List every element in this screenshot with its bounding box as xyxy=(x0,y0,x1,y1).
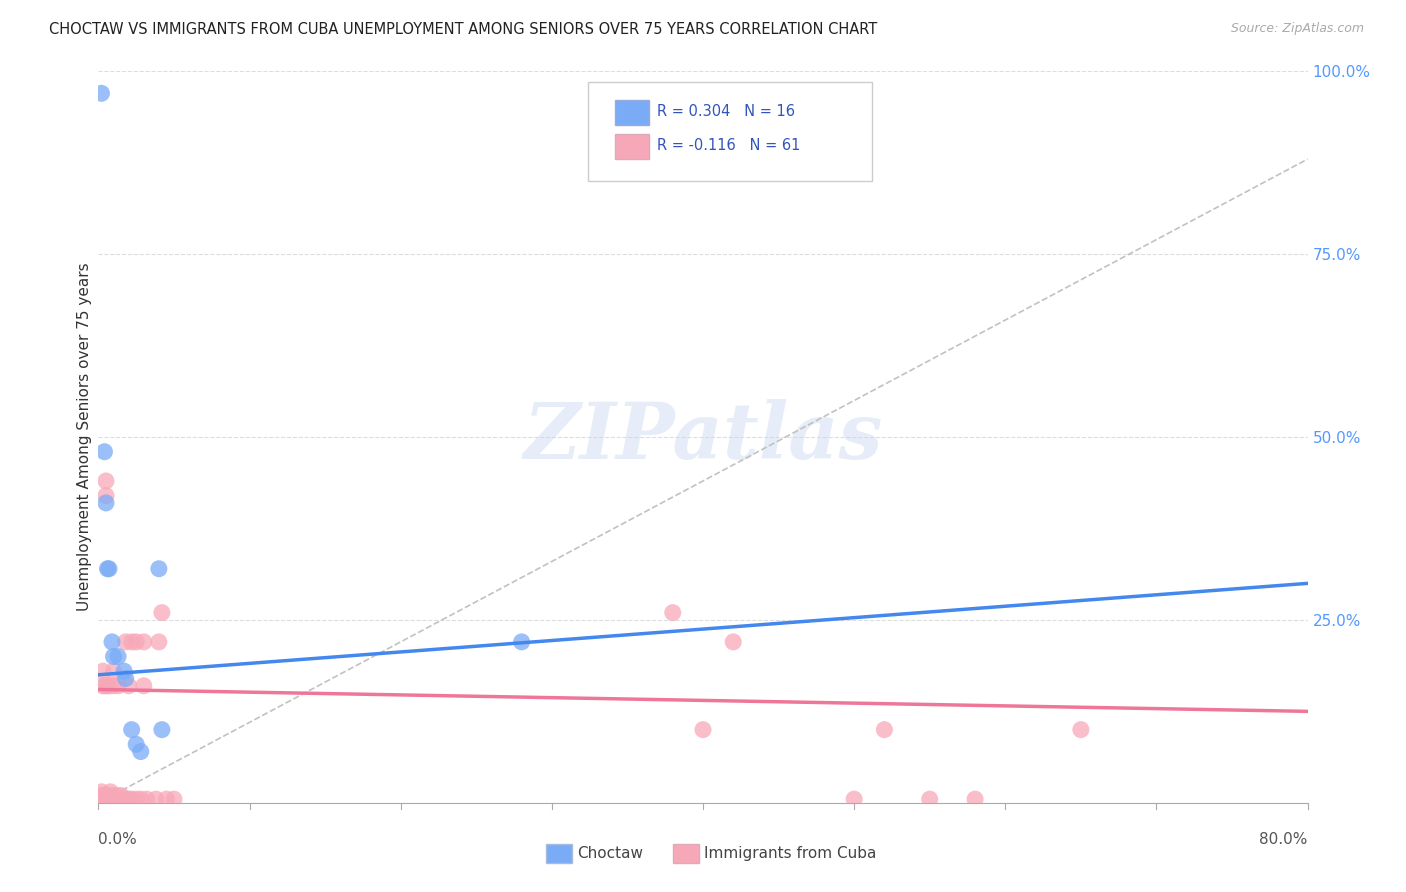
Point xyxy=(129,745,152,759)
Point xyxy=(121,635,143,649)
FancyBboxPatch shape xyxy=(588,82,872,181)
Point xyxy=(101,789,124,803)
Point xyxy=(105,792,128,806)
Text: CHOCTAW VS IMMIGRANTS FROM CUBA UNEMPLOYMENT AMONG SENIORS OVER 75 YEARS CORRELA: CHOCTAW VS IMMIGRANTS FROM CUBA UNEMPLOY… xyxy=(49,22,877,37)
Point xyxy=(107,679,129,693)
Point xyxy=(148,635,170,649)
Point xyxy=(101,792,124,806)
Point xyxy=(510,635,533,649)
Point xyxy=(118,679,141,693)
Point xyxy=(129,792,152,806)
Point xyxy=(94,496,117,510)
Point xyxy=(145,792,167,806)
Point xyxy=(103,664,125,678)
Text: 80.0%: 80.0% xyxy=(1260,832,1308,847)
FancyBboxPatch shape xyxy=(546,845,572,863)
Point xyxy=(96,789,118,803)
Point xyxy=(114,792,136,806)
Text: ZIPatlas: ZIPatlas xyxy=(523,399,883,475)
Point xyxy=(105,789,128,803)
Point xyxy=(91,679,114,693)
Point xyxy=(965,792,987,806)
Point xyxy=(94,489,117,503)
Point xyxy=(692,723,714,737)
Point xyxy=(93,789,115,803)
Point xyxy=(150,606,173,620)
Point xyxy=(661,606,683,620)
Point xyxy=(104,792,127,806)
Point xyxy=(150,723,173,737)
Point xyxy=(132,679,155,693)
Point xyxy=(100,792,122,806)
Point xyxy=(114,635,136,649)
Y-axis label: Unemployment Among Seniors over 75 years: Unemployment Among Seniors over 75 years xyxy=(77,263,91,611)
Point xyxy=(121,723,143,737)
FancyBboxPatch shape xyxy=(672,845,699,863)
Point xyxy=(1070,723,1092,737)
Text: Immigrants from Cuba: Immigrants from Cuba xyxy=(704,846,876,861)
Point xyxy=(723,635,745,649)
Point xyxy=(103,649,125,664)
Point xyxy=(90,792,112,806)
Point xyxy=(91,789,114,803)
Text: 0.0%: 0.0% xyxy=(98,832,138,847)
Point xyxy=(125,737,148,751)
Point xyxy=(111,792,134,806)
Point xyxy=(96,562,118,576)
Point xyxy=(103,679,125,693)
Point xyxy=(844,792,866,806)
Text: R = 0.304   N = 16: R = 0.304 N = 16 xyxy=(657,104,794,120)
Point xyxy=(107,792,129,806)
Point xyxy=(94,792,117,806)
FancyBboxPatch shape xyxy=(614,135,648,159)
Point xyxy=(96,792,118,806)
Point xyxy=(155,792,177,806)
Point xyxy=(98,679,121,693)
Point xyxy=(121,792,143,806)
Point xyxy=(91,664,114,678)
Point xyxy=(873,723,896,737)
Point xyxy=(118,792,141,806)
Text: R = -0.116   N = 61: R = -0.116 N = 61 xyxy=(657,138,800,153)
Point xyxy=(98,792,121,806)
Point xyxy=(93,444,115,458)
Point xyxy=(96,679,118,693)
Point xyxy=(93,679,115,693)
Point xyxy=(114,672,136,686)
Point xyxy=(163,792,186,806)
Point xyxy=(125,792,148,806)
Point xyxy=(132,635,155,649)
Point xyxy=(89,792,111,806)
Point xyxy=(125,635,148,649)
Point xyxy=(90,87,112,101)
Point xyxy=(91,792,114,806)
Point xyxy=(918,792,941,806)
Point xyxy=(103,792,125,806)
Point xyxy=(112,664,135,678)
Point xyxy=(110,792,132,806)
Point xyxy=(94,789,117,803)
Point xyxy=(100,785,122,799)
Point xyxy=(101,635,124,649)
Point xyxy=(112,792,135,806)
Point xyxy=(93,792,115,806)
Point xyxy=(94,474,117,488)
Point xyxy=(110,789,132,803)
Point xyxy=(90,789,112,803)
Point xyxy=(90,785,112,799)
Text: Source: ZipAtlas.com: Source: ZipAtlas.com xyxy=(1230,22,1364,36)
Text: Choctaw: Choctaw xyxy=(578,846,644,861)
Point xyxy=(98,562,121,576)
Point xyxy=(107,649,129,664)
FancyBboxPatch shape xyxy=(614,100,648,125)
Point xyxy=(148,562,170,576)
Point xyxy=(135,792,157,806)
